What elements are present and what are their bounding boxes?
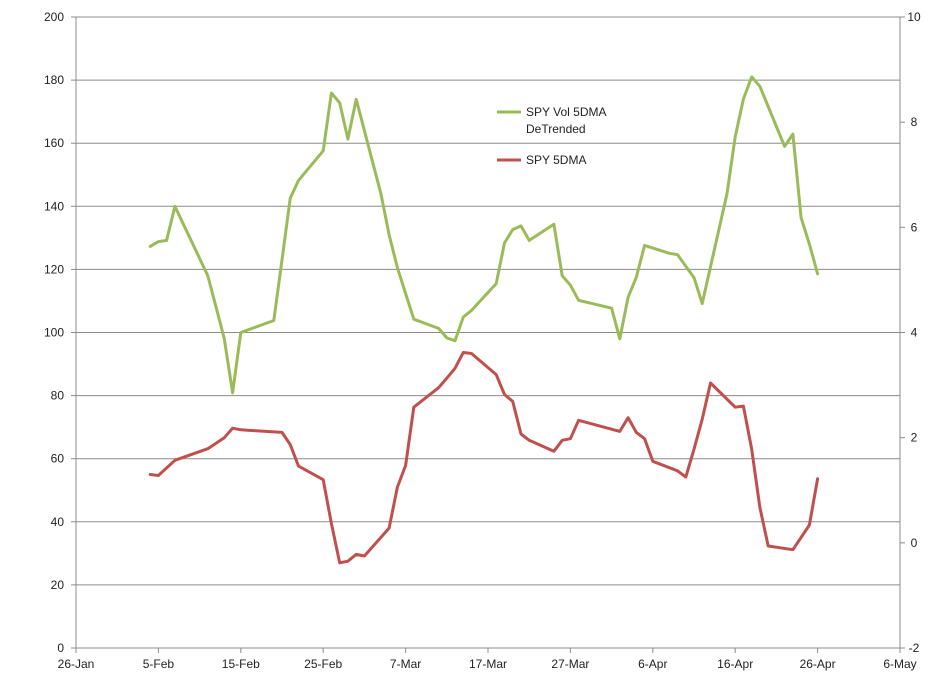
y-left-tick-label: 80 bbox=[51, 389, 65, 403]
y-left-tick-label: 40 bbox=[51, 515, 65, 529]
x-tick-label: 26-Apr bbox=[800, 657, 836, 671]
x-tick-label: 6-Apr bbox=[638, 657, 667, 671]
y-right-tick-label: 10 bbox=[907, 10, 921, 24]
x-tick-label: 27-Mar bbox=[551, 657, 589, 671]
y-right-tick-label: 0 bbox=[911, 536, 918, 550]
legend-label-1: DeTrended bbox=[526, 122, 586, 136]
legend: SPY Vol 5DMA DeTrended SPY 5DMA bbox=[497, 105, 606, 167]
y-left-tick-label: 0 bbox=[57, 641, 64, 655]
x-tick-label: 15-Feb bbox=[222, 657, 260, 671]
legend-label-2: SPY 5DMA bbox=[526, 153, 586, 167]
y-right-tick-label: 8 bbox=[911, 115, 918, 129]
y-right-tick-label: 2 bbox=[911, 431, 918, 445]
y-left-tick-label: 180 bbox=[44, 73, 64, 87]
series-line-2 bbox=[148, 351, 820, 565]
x-tick-label: 5-Feb bbox=[143, 657, 175, 671]
x-tick-label: 25-Feb bbox=[304, 657, 342, 671]
y-left-tick-label: 60 bbox=[51, 452, 65, 466]
x-tick-label: 17-Mar bbox=[469, 657, 507, 671]
y-right-tick-label: 6 bbox=[911, 220, 918, 234]
y-right-tick-label: -2 bbox=[909, 641, 920, 655]
y-left-tick-label: 100 bbox=[44, 326, 64, 340]
x-tick-label: 6-May bbox=[883, 657, 916, 671]
x-tick-label: 26-Jan bbox=[58, 657, 95, 671]
x-tick-label: 16-Apr bbox=[717, 657, 753, 671]
y-right-tick-label: 4 bbox=[911, 326, 918, 340]
gridlines bbox=[76, 16, 900, 586]
y-left-tick-label: 200 bbox=[44, 10, 64, 24]
y-left-tick-label: 160 bbox=[44, 136, 64, 150]
axes: 0 20 40 60 80 100 120 140 160 180 200 -2 0 2 4 6 8 10 26-J… bbox=[44, 10, 921, 671]
x-tick-label: 7-Mar bbox=[390, 657, 421, 671]
series-line-1 bbox=[148, 75, 820, 395]
series-lines bbox=[148, 75, 820, 565]
legend-label-1: SPY Vol 5DMA bbox=[526, 105, 606, 119]
y-left-tick-label: 140 bbox=[44, 199, 64, 213]
y-left-tick-label: 20 bbox=[51, 578, 65, 592]
y-left-tick-label: 120 bbox=[44, 262, 64, 276]
